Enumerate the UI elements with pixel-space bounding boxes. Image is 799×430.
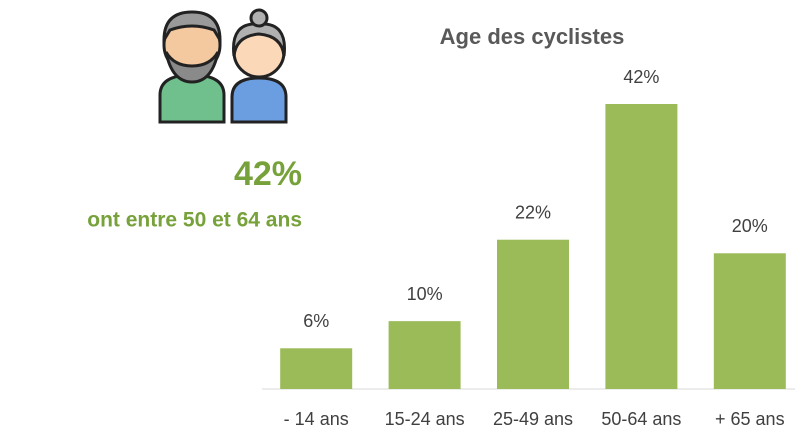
data-label: 22% [515, 202, 551, 222]
x-tick-label: 50-64 ans [601, 409, 681, 429]
highlight-value: 42% [234, 155, 302, 193]
x-tick-label: 25-49 ans [493, 409, 573, 429]
data-label: 6% [303, 311, 329, 331]
data-label: 42% [623, 67, 659, 87]
bar [280, 348, 353, 389]
x-tick-label: + 65 ans [715, 409, 785, 429]
bar [713, 253, 786, 389]
highlight-text: ont entre 50 et 64 ans [87, 209, 302, 232]
bar [605, 104, 678, 389]
chart-title: Age des cyclistes [440, 24, 625, 49]
data-label: 20% [732, 216, 768, 236]
bar [388, 321, 461, 389]
bar [497, 239, 569, 389]
x-tick-label: - 14 ans [284, 409, 349, 429]
x-tick-label: 15-24 ans [385, 409, 465, 429]
people-icon [158, 8, 288, 124]
data-label: 10% [407, 284, 443, 304]
